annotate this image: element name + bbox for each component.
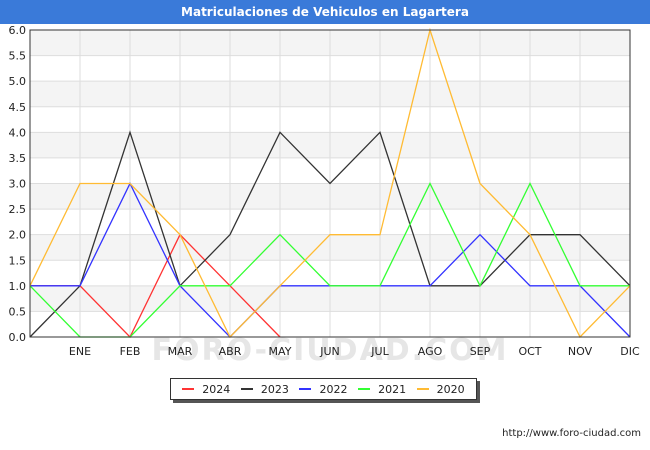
- y-tick-label: 6.0: [9, 24, 27, 37]
- y-tick-label: 0.5: [9, 305, 27, 318]
- legend-label: 2024: [202, 382, 231, 396]
- x-axis-ticks: ENE FEB MAR ABR MAY JUN JUL AGO SEP OCT NOV DIC: [69, 345, 640, 358]
- y-tick-label: 0.0: [9, 331, 27, 344]
- legend-item-2023: 2023: [240, 382, 289, 396]
- legend-label: 2021: [378, 382, 407, 396]
- x-tick-label: JUL: [370, 345, 389, 358]
- y-tick-label: 1.5: [9, 254, 27, 267]
- x-tick-label: SEP: [470, 345, 491, 358]
- legend-swatch: [358, 388, 371, 390]
- chart-title: Matriculaciones de Vehiculos en Lagarter…: [0, 0, 650, 24]
- legend-swatch: [182, 388, 195, 390]
- y-tick-label: 3.5: [9, 152, 27, 165]
- series-lines: [29, 27, 631, 339]
- legend-item-2024: 2024: [182, 383, 230, 396]
- y-tick-label: 2.0: [9, 229, 27, 242]
- y-tick-label: 5.5: [9, 50, 27, 63]
- x-tick-label: DIC: [620, 345, 640, 358]
- plot-frame: [29, 29, 631, 338]
- x-tick-label: MAR: [168, 345, 193, 358]
- y-tick-label: 3.0: [9, 178, 27, 191]
- legend-swatch: [299, 388, 312, 390]
- legend-item-2021: 2021: [358, 383, 406, 396]
- x-tick-label: ENE: [69, 345, 91, 358]
- y-axis-ticks: 0.0 0.5 1.0 1.5 2.0 2.5 3.0 3.5 4.0 4.5 5.0 5.5 6.0: [9, 24, 27, 344]
- legend-label: 2022: [319, 382, 348, 396]
- watermark: FORO-CIUDAD.COM: [152, 333, 509, 368]
- series-line-2020: [29, 27, 631, 339]
- x-tick-label: OCT: [518, 345, 541, 358]
- x-tick-label: NOV: [568, 345, 593, 358]
- x-tick-label: MAY: [269, 345, 292, 358]
- y-tick-label: 5.0: [9, 75, 27, 88]
- source-url[interactable]: http://www.foro-ciudad.com: [502, 428, 641, 439]
- y-tick-label: 4.5: [9, 101, 27, 114]
- y-tick-label: 1.0: [9, 280, 27, 293]
- legend: 2024 2023 2022 2021 2020: [170, 378, 477, 400]
- x-tick-label: ABR: [219, 345, 242, 358]
- x-tick-label: JUN: [319, 345, 340, 358]
- legend-swatch: [416, 388, 429, 390]
- x-tick-label: AGO: [418, 345, 443, 358]
- legend-item-2022: 2022: [299, 383, 347, 396]
- x-tick-label: FEB: [120, 345, 141, 358]
- legend-item-2020: 2020: [416, 382, 465, 396]
- legend-swatch: [240, 388, 253, 390]
- y-tick-label: 2.5: [9, 203, 27, 216]
- y-tick-label: 4.0: [9, 126, 27, 139]
- legend-label: 2023: [260, 382, 289, 396]
- legend-label: 2020: [436, 382, 465, 396]
